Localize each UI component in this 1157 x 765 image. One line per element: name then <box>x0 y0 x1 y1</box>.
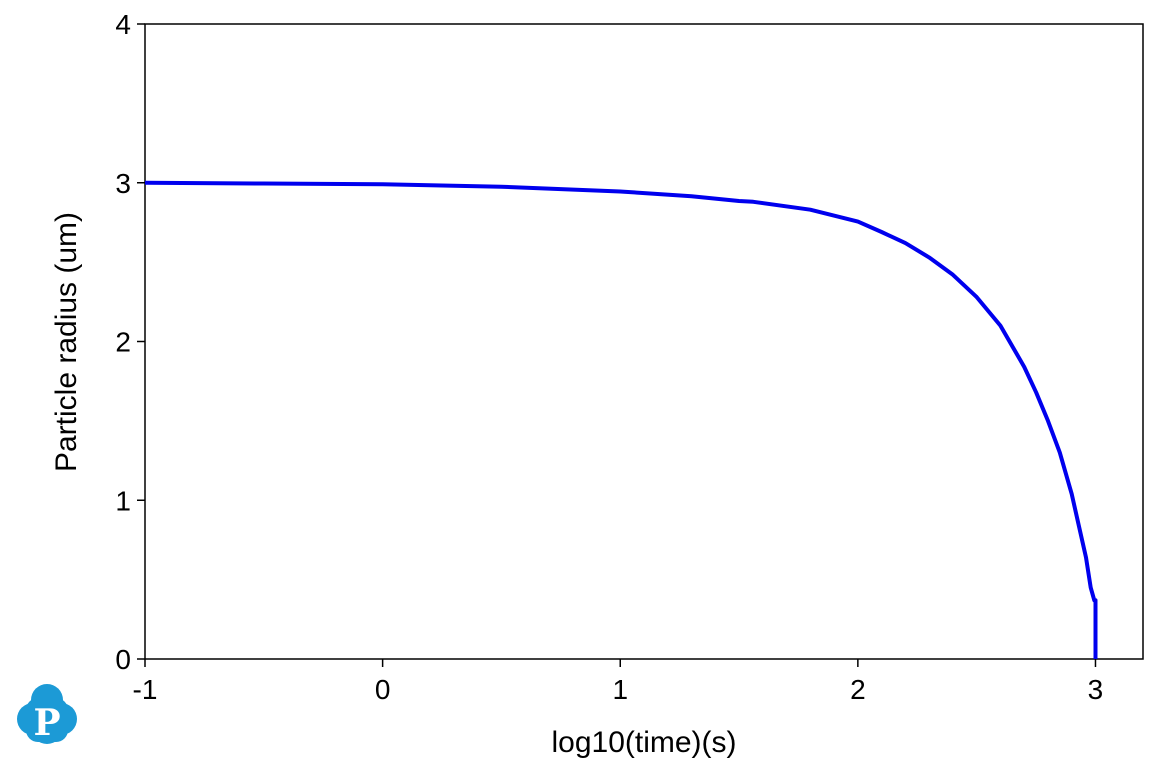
x-tick-label: 0 <box>375 674 391 705</box>
x-tick-label: 3 <box>1088 674 1104 705</box>
x-axis-title: log10(time)(s) <box>551 726 736 759</box>
x-tick-label: 1 <box>612 674 628 705</box>
x-tick-label: 2 <box>850 674 866 705</box>
y-tick-label: 2 <box>115 327 131 358</box>
plot-area-frame <box>144 23 1144 660</box>
logo-icon: P <box>17 684 77 744</box>
x-axis: -1 0 1 2 3 <box>133 659 1104 705</box>
y-tick-label: 1 <box>115 485 131 516</box>
y-axis: 0 1 2 3 4 <box>115 9 145 675</box>
series-line <box>144 180 1098 659</box>
x-tick-label: -1 <box>133 674 158 705</box>
logo-letter: P <box>33 702 60 744</box>
y-tick-label: 3 <box>115 168 131 199</box>
y-tick-label: 4 <box>115 9 131 40</box>
y-axis-title: Particle radius (um) <box>50 212 83 472</box>
y-tick-label: 0 <box>115 644 131 675</box>
